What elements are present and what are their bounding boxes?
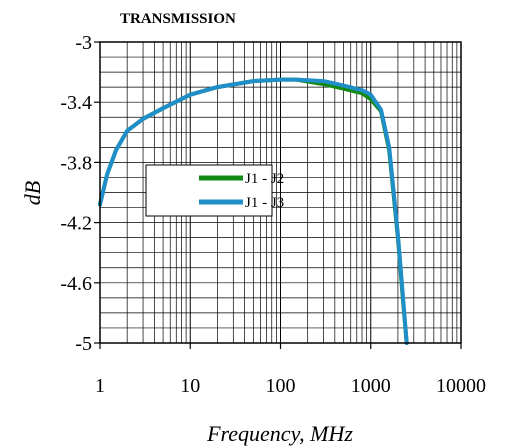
y-tick-label: -3.8 bbox=[60, 152, 92, 174]
legend: J1 - J2 J1 - J3 bbox=[145, 164, 284, 217]
x-tick-label: 100 bbox=[266, 375, 296, 397]
y-tick-labels: -5 -4.6 -4.2 -3.8 -3.4 -3 bbox=[60, 32, 100, 355]
y-tick-label: -5 bbox=[75, 333, 92, 355]
x-axis-title: Frequency, MHz bbox=[206, 421, 353, 446]
x-tick-label: 1000 bbox=[351, 375, 391, 397]
y-tick-label: -4.6 bbox=[60, 273, 92, 295]
series-group bbox=[98, 77, 409, 345]
series-line-1 bbox=[98, 77, 409, 345]
x-tick-label: 1 bbox=[95, 375, 105, 397]
legend-label-j1-j3: J1 - J3 bbox=[245, 195, 284, 211]
chart-title: TRANSMISSION bbox=[120, 11, 236, 27]
y-tick-label: -4.2 bbox=[60, 213, 92, 235]
legend-box bbox=[145, 164, 273, 217]
x-tick-label: 10000 bbox=[436, 375, 486, 397]
y-axis-title: dB bbox=[20, 181, 45, 205]
x-tick-labels: 1 10 100 1000 10000 bbox=[95, 343, 486, 397]
x-tick-label: 10 bbox=[180, 375, 200, 397]
y-tick-label: -3 bbox=[75, 32, 92, 54]
legend-label-j1-j2: J1 - J2 bbox=[245, 171, 284, 187]
y-tick-label: -3.4 bbox=[60, 92, 92, 114]
